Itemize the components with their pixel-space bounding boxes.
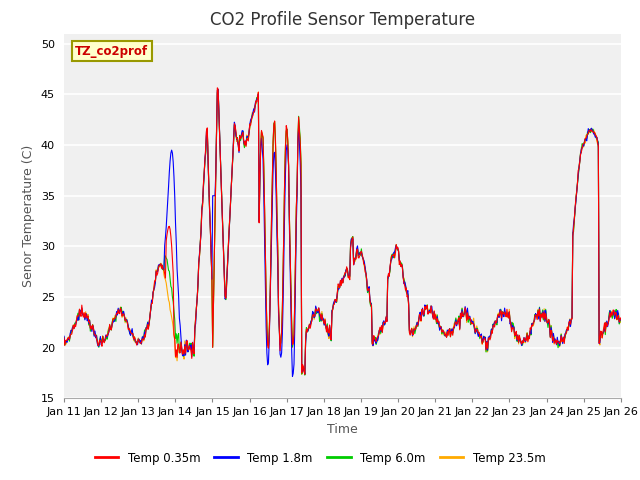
X-axis label: Time: Time xyxy=(327,423,358,436)
Y-axis label: Senor Temperature (C): Senor Temperature (C) xyxy=(22,145,35,287)
Text: TZ_co2prof: TZ_co2prof xyxy=(75,45,148,58)
Title: CO2 Profile Sensor Temperature: CO2 Profile Sensor Temperature xyxy=(210,11,475,29)
Legend: Temp 0.35m, Temp 1.8m, Temp 6.0m, Temp 23.5m: Temp 0.35m, Temp 1.8m, Temp 6.0m, Temp 2… xyxy=(90,447,550,469)
